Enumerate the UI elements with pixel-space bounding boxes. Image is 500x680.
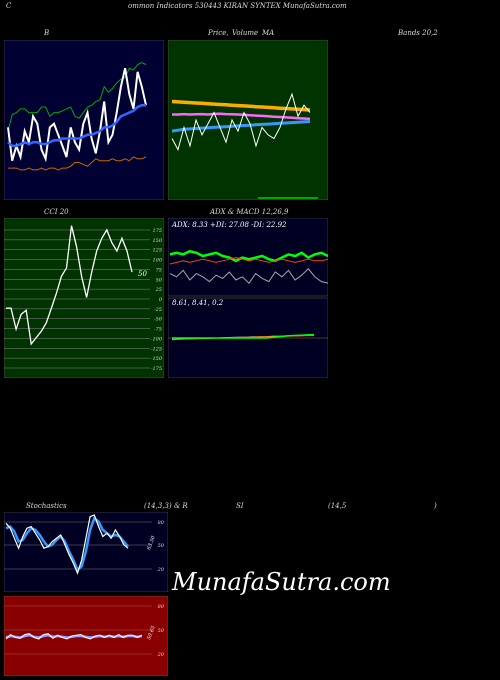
bollinger-series-3 (8, 156, 147, 171)
bollinger-series-1 (7, 67, 147, 163)
cci-tick-label: 100 (152, 258, 162, 264)
bands-title: B (44, 29, 50, 37)
rsi-params: (14,5 (328, 502, 347, 510)
rsi-chart: 80 50 20 50.65 (4, 596, 168, 676)
rsi-title: SI (236, 502, 244, 510)
stoch-tick-label: 80 (158, 520, 165, 526)
header-title: ommon Indicators 530443 KIRAN SYNTEX Mun… (128, 2, 347, 10)
cci-tick-label: -50 (154, 317, 163, 323)
cci-tick-label: 25 (155, 287, 162, 293)
stoch-tick-label: 50 (158, 543, 165, 549)
watermark: MunafaSutra.com (172, 568, 391, 596)
cci-tick-label: -100 (151, 336, 163, 342)
stoch-tick-label: 20 (157, 567, 165, 573)
price-ma-chart (168, 40, 328, 200)
cci-tick-label: -25 (154, 307, 162, 313)
cci-tick-label: -150 (151, 356, 163, 362)
adx-macd-chart: ADX: 8.33 +DI: 27.08 -DI: 22.92 8.61, 8.… (168, 218, 328, 378)
rsi-tick-label: 50 (158, 628, 165, 634)
cci-tick-label: 125 (152, 248, 162, 254)
cci-series-0 (6, 225, 133, 346)
cci-title: CCI 20 (44, 208, 69, 216)
cci-tick-label: -75 (154, 327, 162, 333)
rsi-series-1 (5, 633, 143, 640)
cci-tick-label: 75 (156, 267, 162, 273)
rsi-value-label: 50.65 (146, 625, 157, 641)
price-title-c: MA (262, 29, 275, 37)
cci-tick-label: 50 (156, 277, 163, 283)
cci-chart: 175 150 125 100 75 50 25 0 -25 -50 -75 -100 -125 -150… (4, 218, 164, 378)
adx-bg (168, 218, 328, 297)
cci-bg (4, 218, 164, 378)
stochastics-chart: 80 50 20 63.50 (4, 512, 168, 592)
macd-series-2 (172, 333, 315, 339)
price-title-a: Price, (208, 29, 229, 37)
rsi-tick-label: 80 (158, 604, 165, 610)
cci-tick-label: 150 (152, 238, 162, 244)
bollinger-series-2 (7, 103, 146, 148)
cci-value-label: 50 (138, 270, 147, 278)
price_ma-series-0 (171, 99, 311, 112)
stoch-title: Stochastics (26, 502, 67, 510)
adx-series-2 (169, 268, 328, 284)
adx-series-0 (169, 249, 328, 263)
stoch-params: (14,3,3) & R (144, 502, 188, 510)
cci-tick-label: 0 (159, 297, 163, 303)
price-title-b: Volume (232, 29, 259, 37)
price_ma-series-1 (172, 112, 311, 121)
cci-tick-label: 175 (152, 228, 162, 234)
rsi-close: ) (434, 502, 437, 510)
macd-values: 8.61, 8.41, 0.2 (172, 299, 224, 307)
price_ma-series-2 (171, 120, 311, 133)
price_ma-series-3 (171, 92, 311, 151)
rsi-series-0 (5, 633, 143, 639)
cci-tick-label: -175 (151, 366, 162, 372)
cci-tick-label: -125 (151, 346, 162, 352)
rsi-tick-label: 20 (157, 652, 165, 658)
adx-series-1 (169, 257, 328, 265)
adx-title: ADX & MACD 12,26,9 (210, 208, 289, 216)
bands-right-label: Bands 20,2 (398, 29, 438, 37)
stoch-value-label: 63.50 (146, 534, 157, 550)
stochastics-series-1 (5, 514, 129, 575)
bollinger-chart (4, 40, 164, 200)
adx-values: ADX: 8.33 +DI: 27.08 -DI: 22.92 (171, 221, 287, 229)
header-left: C (6, 2, 12, 10)
